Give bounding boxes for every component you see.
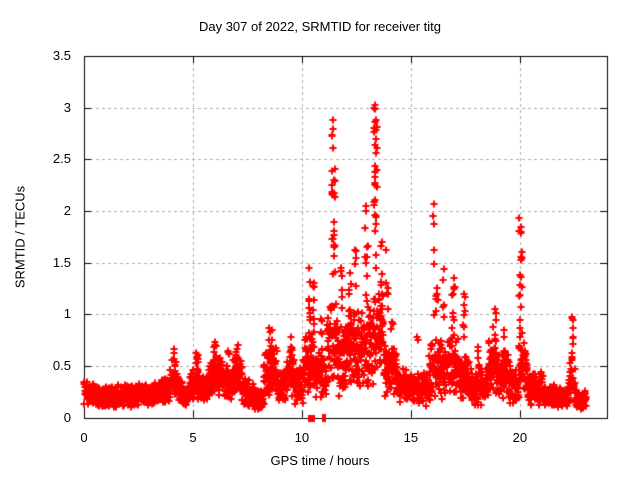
x-tick-label: 20 xyxy=(512,430,528,445)
y-tick-label: 0 xyxy=(63,409,71,425)
x-tick-label: 15 xyxy=(403,430,419,445)
y-tick-label: 1 xyxy=(63,306,71,322)
y-tick-label: 3.5 xyxy=(52,48,71,63)
x-tick-label: 5 xyxy=(189,430,197,445)
y-axis-label: SRMTID / TECUs xyxy=(12,185,28,289)
y-tick-label: 3 xyxy=(63,99,71,115)
x-axis-label: GPS time / hours xyxy=(270,453,370,468)
y-tick-label: 0.5 xyxy=(52,357,71,373)
y-tick-label: 2 xyxy=(63,202,71,218)
chart-title: Day 307 of 2022, SRMTID for receiver tit… xyxy=(198,19,442,34)
y-tick-label: 1.5 xyxy=(52,254,71,270)
x-tick-label: 10 xyxy=(294,430,310,445)
y-tick-label: 2.5 xyxy=(52,151,71,167)
x-tick-label: 0 xyxy=(80,430,88,445)
